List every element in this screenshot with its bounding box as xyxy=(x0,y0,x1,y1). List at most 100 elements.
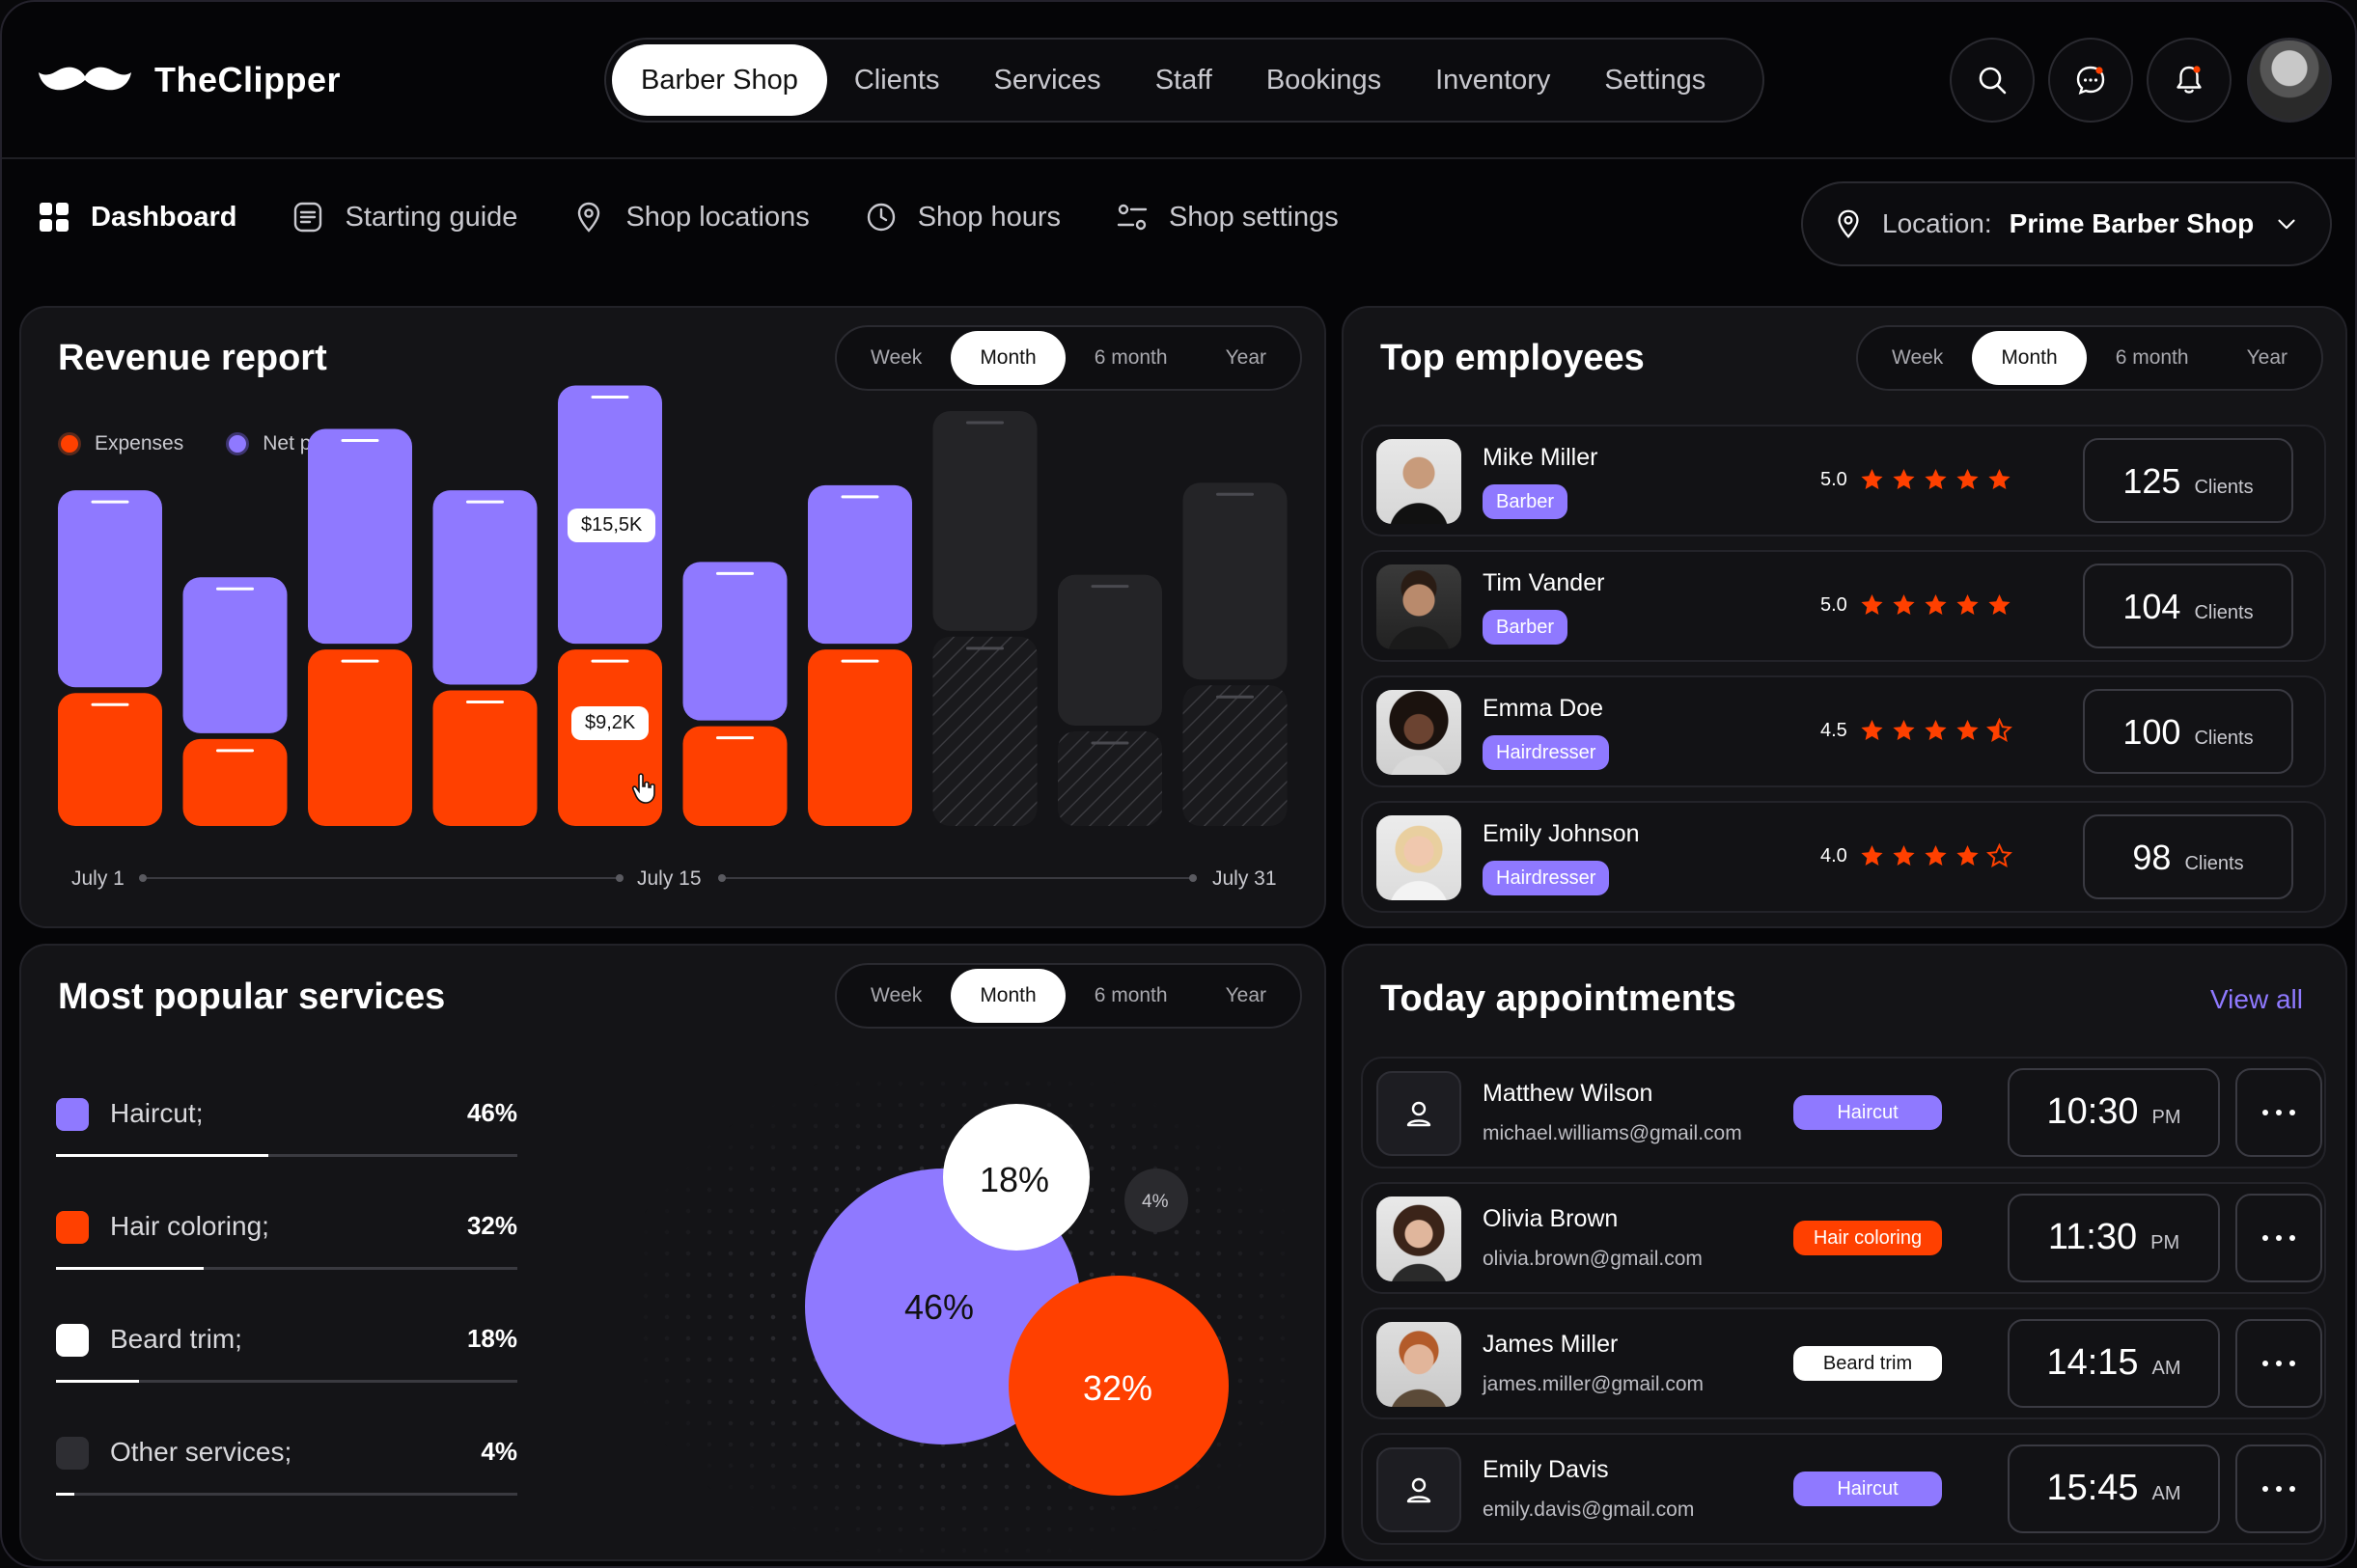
period-month[interactable]: Month xyxy=(951,969,1066,1023)
appointment-time: 11:30 xyxy=(2047,1217,2138,1257)
clients-label: Clients xyxy=(2194,602,2254,623)
period-year[interactable]: Year xyxy=(1225,346,1267,369)
x-axis-line xyxy=(139,874,1197,882)
person-icon xyxy=(1406,1101,1431,1127)
logo[interactable]: TheClipper xyxy=(37,60,341,100)
period-month[interactable]: Month xyxy=(951,331,1066,385)
clients-count-box: 125 Clients xyxy=(2083,438,2293,523)
star-full-icon xyxy=(1893,845,1915,866)
location-label: Location: xyxy=(1882,208,1992,238)
appointment-time-box: 11:30 PM xyxy=(2008,1194,2220,1282)
employee-rating: 4.0 xyxy=(1820,843,2012,869)
legend-expenses[interactable]: Expenses xyxy=(58,432,183,455)
employee-row[interactable]: Emma Doe Hairdresser 4.5 100 Clients xyxy=(1361,675,2326,787)
star-full-icon xyxy=(1988,469,2010,489)
star-full-icon xyxy=(1925,720,1947,740)
clients-label: Clients xyxy=(2194,728,2254,749)
appointment-row[interactable]: Emily Davis emily.davis@gmail.com Haircu… xyxy=(1361,1433,2326,1545)
person-icon xyxy=(1406,1477,1431,1503)
search-icon xyxy=(1979,67,2007,95)
nav-staff[interactable]: Staff xyxy=(1154,64,1212,96)
period-week[interactable]: Week xyxy=(871,984,923,1006)
more-dots-icon xyxy=(2262,1486,2295,1492)
subnav-starting-guide[interactable]: Starting guide xyxy=(291,200,517,234)
period-month[interactable]: Month xyxy=(1972,331,2087,385)
nav-barber-shop[interactable]: Barber Shop xyxy=(612,44,827,116)
employee-name: Mike Miller xyxy=(1483,444,1598,471)
x-label-july-15: July 15 xyxy=(637,867,702,890)
nav-services[interactable]: Services xyxy=(993,64,1101,96)
service-name: Haircut; xyxy=(110,1098,204,1128)
star-full-icon xyxy=(1861,720,1883,740)
subnav-dashboard-label: Dashboard xyxy=(91,201,237,233)
subnav-shop-settings[interactable]: Shop settings xyxy=(1115,200,1339,234)
employee-rating: 5.0 xyxy=(1820,467,2012,493)
tooltip-expenses: $9,2K xyxy=(571,706,650,740)
nav-clients[interactable]: Clients xyxy=(853,64,940,96)
location-pin-icon xyxy=(1838,209,1859,238)
view-all-link[interactable]: View all xyxy=(2210,984,2303,1014)
employee-row[interactable]: Mike Miller Barber 5.0 125 Clients xyxy=(1361,425,2326,536)
subnav-shop-locations[interactable]: Shop locations xyxy=(571,200,810,234)
period-week[interactable]: Week xyxy=(871,346,923,369)
more-options-button[interactable] xyxy=(2235,1194,2322,1282)
employee-row[interactable]: Tim Vander Barber 5.0 104 Clients xyxy=(1361,550,2326,662)
sub-nav: Dashboard Starting guide Shop locations … xyxy=(37,200,1339,234)
notifications-button[interactable] xyxy=(2147,38,2232,123)
search-button[interactable] xyxy=(1950,38,2035,123)
period-6-month[interactable]: 6 month xyxy=(1094,984,1168,1006)
nav-settings[interactable]: Settings xyxy=(1604,64,1706,96)
appointment-time: 14:15 xyxy=(2046,1342,2139,1383)
appointment-row[interactable]: Matthew Wilson michael.williams@gmail.co… xyxy=(1361,1057,2326,1169)
service-swatch xyxy=(56,1098,89,1131)
clients-label: Clients xyxy=(2184,853,2244,874)
more-options-button[interactable] xyxy=(2235,1319,2322,1408)
appointment-ampm: PM xyxy=(2150,1232,2180,1253)
period-week[interactable]: Week xyxy=(1892,346,1944,369)
subnav-shop-locations-label: Shop locations xyxy=(625,201,810,233)
messages-button[interactable] xyxy=(2048,38,2133,123)
location-value: Prime Barber Shop xyxy=(2009,208,2255,238)
service-swatch xyxy=(56,1211,89,1244)
period-6-month[interactable]: 6 month xyxy=(2115,346,2189,369)
clients-count: 100 xyxy=(2122,712,2181,752)
subnav-dashboard[interactable]: Dashboard xyxy=(37,200,236,234)
period-year[interactable]: Year xyxy=(1225,984,1267,1006)
service-swatch xyxy=(56,1437,89,1470)
service-percent: 18% xyxy=(466,1324,517,1353)
nav-inventory[interactable]: Inventory xyxy=(1435,64,1551,96)
star-full-icon xyxy=(1893,720,1915,740)
star-full-icon xyxy=(1925,469,1947,489)
more-options-button[interactable] xyxy=(2235,1068,2322,1157)
rating-value: 4.0 xyxy=(1820,845,1847,867)
clients-count-box: 100 Clients xyxy=(2083,689,2293,774)
star-full-icon xyxy=(1956,845,1979,866)
more-dots-icon xyxy=(2262,1110,2295,1115)
employee-row[interactable]: Emily Johnson Hairdresser 4.0 98 Clients xyxy=(1361,801,2326,913)
rating-value: 4.5 xyxy=(1820,720,1847,741)
user-avatar[interactable] xyxy=(2247,38,2332,123)
subnav-starting-guide-label: Starting guide xyxy=(345,201,518,233)
employee-role-badge: Hairdresser xyxy=(1483,735,1610,770)
period-year[interactable]: Year xyxy=(2246,346,2288,369)
subnav-shop-hours[interactable]: Shop hours xyxy=(864,200,1061,234)
appointment-row[interactable]: Olivia Brown olivia.brown@gmail.com Hair… xyxy=(1361,1182,2326,1294)
period-6-month[interactable]: 6 month xyxy=(1094,346,1168,369)
grid-icon xyxy=(40,203,69,232)
employee-photo xyxy=(1376,815,1461,900)
legend-expenses-label: Expenses xyxy=(95,432,184,454)
service-badge: Beard trim xyxy=(1793,1346,1942,1381)
bubble-label-hair-coloring: 32% xyxy=(1083,1368,1153,1408)
service-progress-track xyxy=(56,1154,517,1157)
client-name: James Miller xyxy=(1483,1331,1619,1358)
client-avatar-placeholder xyxy=(1376,1447,1461,1532)
appointment-row[interactable]: James Miller james.miller@gmail.com Bear… xyxy=(1361,1307,2326,1419)
nav-bookings[interactable]: Bookings xyxy=(1265,64,1382,96)
star-full-icon xyxy=(1925,594,1947,615)
more-options-button[interactable] xyxy=(2235,1444,2322,1533)
location-selector[interactable]: Location: Prime Barber Shop xyxy=(1801,181,2332,266)
employee-rating: 5.0 xyxy=(1820,592,2012,619)
employee-photo xyxy=(1376,564,1461,649)
subnav-shop-hours-label: Shop hours xyxy=(917,201,1062,233)
